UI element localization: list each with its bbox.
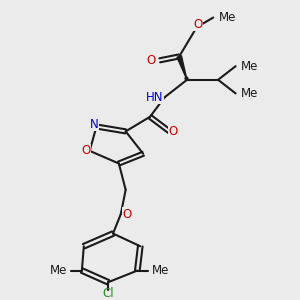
Text: HN: HN [146,91,163,104]
Text: Me: Me [152,264,169,277]
Text: O: O [122,208,131,220]
Text: Me: Me [218,11,236,24]
Polygon shape [177,56,187,80]
Text: O: O [146,54,155,67]
Text: N: N [90,118,98,131]
Text: O: O [194,18,203,31]
Text: O: O [168,125,178,138]
Text: Me: Me [241,87,258,100]
Text: Me: Me [241,60,258,73]
Text: O: O [82,144,91,157]
Text: Cl: Cl [102,287,114,300]
Text: Me: Me [50,264,67,277]
